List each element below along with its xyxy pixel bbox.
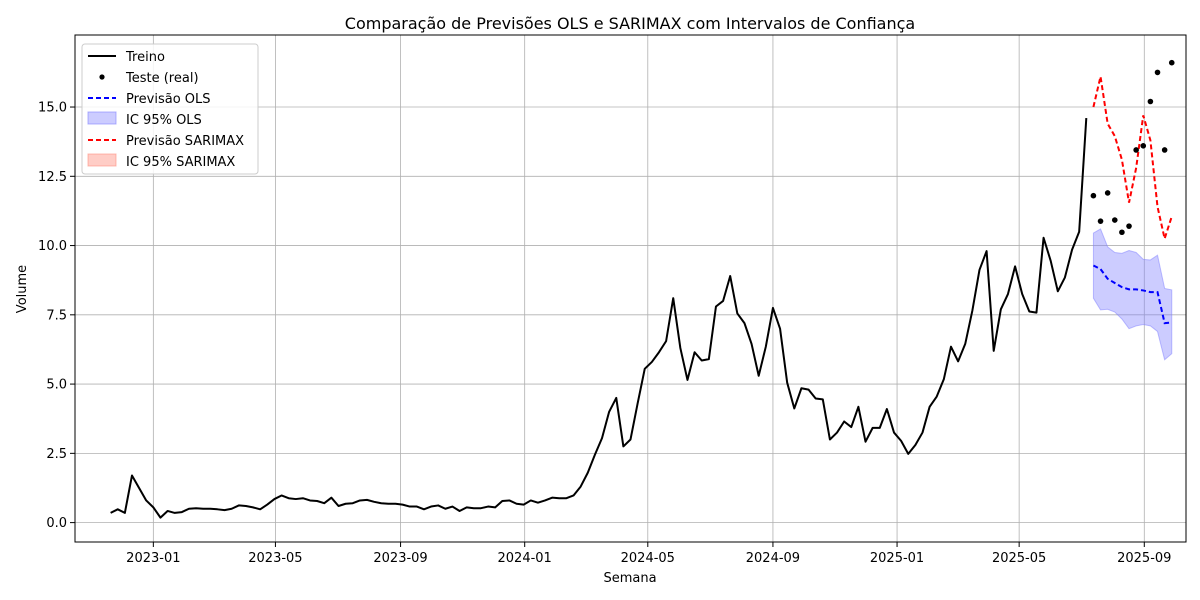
test-point [1161,147,1168,153]
test-points [1090,59,1175,236]
y-tick-label: 7.5 [46,308,67,323]
legend-label-sarimax-ci: IC 95% SARIMAX [126,155,235,170]
confidence-bands [1092,228,1173,361]
y-tick-label: 5.0 [46,378,67,393]
x-tick-label: 2023-05 [248,551,302,566]
x-tick-label: 2023-09 [373,551,427,566]
legend-label-sarimax: Previsão SARIMAX [126,134,244,149]
x-axis-label: Semana [603,571,656,586]
test-point [1104,190,1111,196]
x-tick-label: 2025-01 [870,551,924,566]
y-tick-label: 12.5 [38,170,67,185]
x-tick-label: 2024-05 [621,551,675,566]
chart-title: Comparação de Previsões OLS e SARIMAX co… [345,14,915,33]
y-axis-label: Volume [15,265,30,313]
legend-swatch-ols-ci [87,111,117,125]
test-point [1090,192,1097,199]
x-tick-label: 2025-09 [1117,551,1171,566]
test-point [1147,98,1154,105]
series-lines [110,76,1173,519]
sarimax-forecast-line [1092,76,1173,243]
y-tick-label: 2.5 [46,447,67,462]
test-point [1111,217,1118,223]
legend: Treino Teste (real) Previsão OLS IC 95% … [81,43,259,175]
legend-box [81,43,259,175]
test-point [1140,143,1147,149]
ols-forecast-line [1092,264,1172,325]
x-tick-label: 2023-01 [126,551,180,566]
x-tick-label: 2025-05 [992,551,1046,566]
y-tick-label: 10.0 [38,239,67,254]
test-point [1097,218,1104,224]
y-tick-label: 0.0 [46,516,67,531]
test-point [1168,59,1175,66]
x-tick-label: 2024-09 [746,551,800,566]
ols-confidence-band [1092,228,1173,361]
legend-label-teste: Teste (real) [125,71,199,86]
x-tick-label: 2024-01 [498,551,552,566]
test-point [1133,147,1139,153]
treino-line [110,118,1088,519]
test-point [1154,69,1161,76]
legend-label-ols: Previsão OLS [126,92,211,107]
legend-swatch-sarimax-ci [87,153,117,167]
grid [75,35,1186,542]
test-point [1126,223,1132,229]
legend-swatch-teste [99,74,105,80]
legend-label-ols-ci: IC 95% OLS [126,113,202,128]
y-tick-label: 15.0 [38,101,67,116]
test-point [1119,229,1125,236]
axis-ticks: 2023-01 2023-05 2023-09 2024-01 2024-05 2024-… [38,101,1171,566]
plot-frame [74,34,1187,543]
legend-label-treino: Treino [125,50,165,65]
